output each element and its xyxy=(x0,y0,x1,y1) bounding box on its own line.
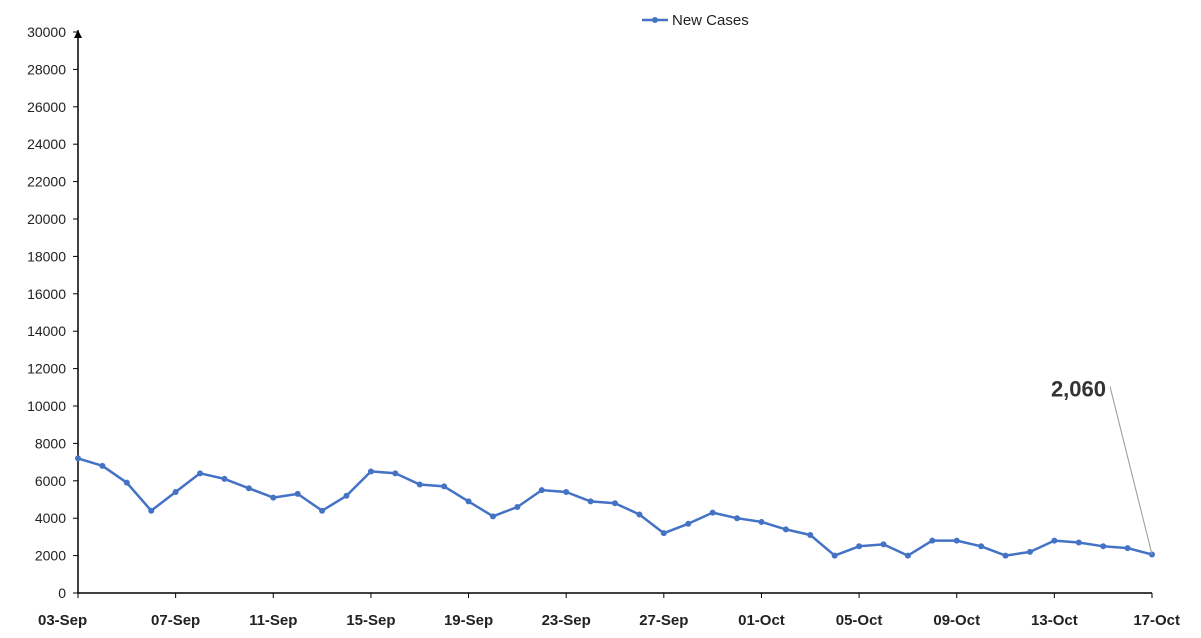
y-tick-label: 8000 xyxy=(35,435,66,451)
x-tick-label: 19-Sep xyxy=(444,612,493,629)
x-tick-label: 23-Sep xyxy=(542,612,591,629)
data-point xyxy=(709,509,716,516)
data-point xyxy=(587,498,594,505)
legend: New Cases xyxy=(642,12,749,29)
data-point xyxy=(929,537,936,544)
y-tick-label: 2000 xyxy=(35,548,66,564)
data-point xyxy=(1026,548,1033,555)
y-axis-arrow xyxy=(74,30,82,38)
data-point xyxy=(489,513,496,520)
data-point xyxy=(1051,537,1058,544)
series-line xyxy=(77,457,1153,557)
x-tick-label: 07-Sep xyxy=(151,612,200,629)
data-point xyxy=(99,462,106,469)
annotation: 2,060 xyxy=(1051,376,1153,555)
y-tick-label: 6000 xyxy=(35,473,66,489)
data-point xyxy=(294,490,301,497)
data-point xyxy=(1075,539,1082,546)
y-tick-label: 16000 xyxy=(27,286,66,302)
y-tick-label: 14000 xyxy=(27,323,66,339)
x-tick-label: 05-Oct xyxy=(836,612,883,629)
data-point xyxy=(685,520,692,527)
data-point xyxy=(807,532,814,539)
y-axis: 0 2000 4000 6000 8000 10000 12000 14000 16000 180… xyxy=(27,24,82,601)
data-point xyxy=(1002,552,1009,559)
data-point xyxy=(465,498,472,505)
data-point xyxy=(343,492,350,499)
data-point xyxy=(245,485,252,492)
x-tick-label: 09-Oct xyxy=(933,612,980,629)
data-point xyxy=(904,552,911,559)
y-tick-label: 0 xyxy=(58,585,66,601)
y-tick-label: 12000 xyxy=(27,361,66,377)
legend-label: New Cases xyxy=(672,12,749,29)
annotation-leader-line xyxy=(1109,386,1153,555)
y-tick-label: 20000 xyxy=(27,211,66,227)
x-tick-label: 17-Oct xyxy=(1133,612,1180,629)
data-point xyxy=(75,455,81,462)
data-point xyxy=(148,507,155,514)
x-tick-label: 27-Sep xyxy=(639,612,688,629)
y-tick-label: 4000 xyxy=(35,510,66,526)
x-tick-label: 15-Sep xyxy=(346,612,395,629)
data-point xyxy=(782,526,789,533)
data-point xyxy=(660,530,667,537)
data-point xyxy=(880,541,887,548)
y-tick-label: 10000 xyxy=(27,398,66,414)
data-point xyxy=(270,494,277,501)
data-point xyxy=(953,537,960,544)
legend-point-marker xyxy=(652,17,658,23)
data-point xyxy=(538,487,545,494)
data-point xyxy=(636,511,643,518)
x-tick-label: 11-Sep xyxy=(249,612,297,629)
data-point xyxy=(563,489,570,496)
data-point xyxy=(172,489,179,496)
data-point xyxy=(392,470,399,477)
data-point xyxy=(734,515,741,522)
data-point xyxy=(197,470,204,477)
data-point xyxy=(367,468,374,475)
data-point xyxy=(416,481,423,488)
data-point xyxy=(758,518,765,525)
y-tick-label: 28000 xyxy=(27,61,66,77)
y-tick-label: 18000 xyxy=(27,248,66,264)
data-point xyxy=(978,543,985,550)
series-new-cases xyxy=(75,455,1155,559)
y-tick-label: 30000 xyxy=(27,24,66,40)
data-point xyxy=(319,507,326,514)
x-tick-label: 01-Oct xyxy=(738,612,785,629)
annotation-label: 2,060 xyxy=(1051,376,1106,401)
data-point xyxy=(221,475,228,482)
data-point xyxy=(514,503,521,510)
x-axis: 03-Sep 07-Sep 11-Sep 15-Sep 19-Sep 23-Sep 27-S… xyxy=(38,592,1180,629)
data-point xyxy=(123,479,130,486)
y-tick-label: 22000 xyxy=(27,174,66,190)
data-point xyxy=(1124,545,1131,552)
data-point xyxy=(1100,543,1107,550)
data-point xyxy=(856,543,863,550)
x-tick-label: 13-Oct xyxy=(1031,612,1078,629)
data-point xyxy=(441,483,448,490)
data-point xyxy=(831,552,838,559)
x-tick-label: 03-Sep xyxy=(38,612,87,629)
y-tick-label: 24000 xyxy=(27,136,66,152)
y-tick-label: 26000 xyxy=(27,99,66,115)
data-point xyxy=(612,500,618,507)
